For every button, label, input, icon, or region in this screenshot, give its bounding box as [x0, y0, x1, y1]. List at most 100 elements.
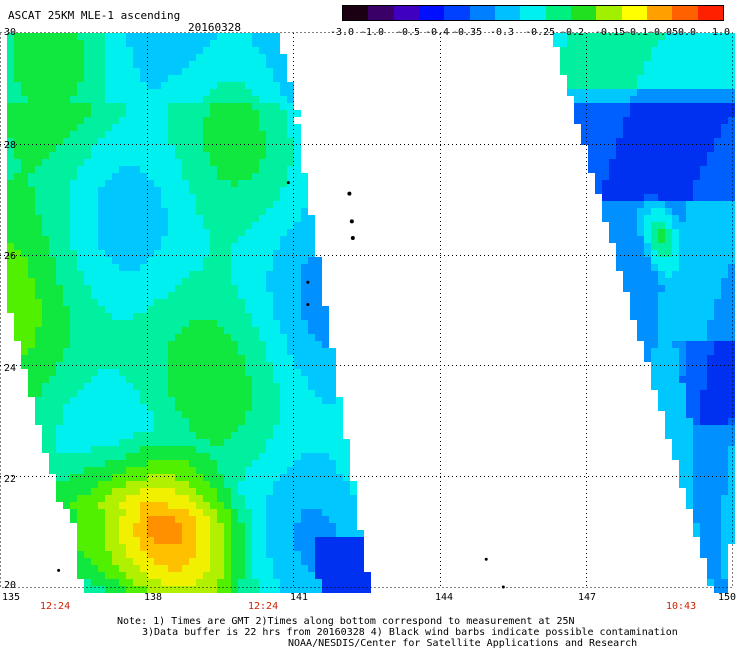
data-cell [182, 222, 189, 229]
data-cell [280, 516, 287, 523]
data-cell [105, 425, 112, 432]
data-cell [126, 236, 133, 243]
data-cell [623, 166, 630, 173]
data-cell [112, 292, 119, 299]
data-cell [294, 236, 301, 243]
data-cell [77, 292, 84, 299]
data-cell [336, 558, 343, 565]
data-cell [196, 579, 203, 586]
data-cell [252, 145, 259, 152]
data-cell [133, 145, 140, 152]
data-cell [91, 565, 98, 572]
data-cell [224, 467, 231, 474]
data-cell [728, 481, 735, 488]
data-cell [154, 516, 161, 523]
data-cell [98, 551, 105, 558]
data-cell [126, 544, 133, 551]
data-cell [707, 229, 714, 236]
data-cell [112, 530, 119, 537]
data-cell [714, 565, 721, 572]
data-cell [63, 264, 70, 271]
data-cell [595, 40, 602, 47]
data-cell [287, 222, 294, 229]
data-cell [273, 348, 280, 355]
data-cell [700, 124, 707, 131]
data-cell [700, 145, 707, 152]
data-cell [84, 222, 91, 229]
data-cell [686, 355, 693, 362]
data-cell [175, 369, 182, 376]
data-cell [665, 61, 672, 68]
data-cell [623, 180, 630, 187]
data-cell [665, 250, 672, 257]
data-cell [35, 173, 42, 180]
data-cell [602, 110, 609, 117]
data-cell [693, 320, 700, 327]
data-cell [84, 369, 91, 376]
data-cell [665, 404, 672, 411]
data-cell [259, 460, 266, 467]
data-cell [357, 558, 364, 565]
data-cell [217, 348, 224, 355]
data-cell [161, 383, 168, 390]
data-cell [637, 250, 644, 257]
data-cell [56, 110, 63, 117]
data-cell [63, 299, 70, 306]
data-cell [728, 243, 735, 250]
data-cell [21, 47, 28, 54]
data-cell [7, 89, 14, 96]
data-cell [161, 467, 168, 474]
data-cell [322, 537, 329, 544]
data-cell [140, 544, 147, 551]
data-cell [182, 75, 189, 82]
data-cell [630, 159, 637, 166]
data-cell [294, 537, 301, 544]
data-cell [728, 453, 735, 460]
data-cell [189, 327, 196, 334]
data-cell [35, 243, 42, 250]
data-cell [315, 488, 322, 495]
data-cell [294, 516, 301, 523]
data-cell [91, 138, 98, 145]
data-cell [273, 334, 280, 341]
data-cell [161, 264, 168, 271]
data-cell [651, 89, 658, 96]
data-cell [595, 180, 602, 187]
data-cell [252, 250, 259, 257]
data-cell [637, 201, 644, 208]
data-cell [721, 481, 728, 488]
data-cell [84, 460, 91, 467]
data-cell [140, 474, 147, 481]
data-cell [252, 222, 259, 229]
data-cell [630, 313, 637, 320]
data-cell [203, 117, 210, 124]
data-cell [224, 68, 231, 75]
data-cell [98, 516, 105, 523]
data-cell [280, 145, 287, 152]
data-cell [49, 215, 56, 222]
data-cell [35, 215, 42, 222]
data-cell [693, 467, 700, 474]
data-cell [266, 481, 273, 488]
data-cell [616, 243, 623, 250]
data-cell [175, 40, 182, 47]
data-cell [700, 544, 707, 551]
data-cell [721, 348, 728, 355]
data-cell [231, 96, 238, 103]
data-cell [231, 47, 238, 54]
data-cell [224, 460, 231, 467]
data-cell [714, 40, 721, 47]
data-cell [714, 509, 721, 516]
data-cell [119, 418, 126, 425]
data-cell [196, 54, 203, 61]
data-cell [98, 306, 105, 313]
data-cell [273, 341, 280, 348]
data-cell [133, 320, 140, 327]
data-cell [63, 292, 70, 299]
data-cell [224, 33, 231, 40]
data-cell [28, 33, 35, 40]
data-cell [224, 537, 231, 544]
data-cell [168, 89, 175, 96]
data-cell [84, 215, 91, 222]
data-cell [336, 411, 343, 418]
